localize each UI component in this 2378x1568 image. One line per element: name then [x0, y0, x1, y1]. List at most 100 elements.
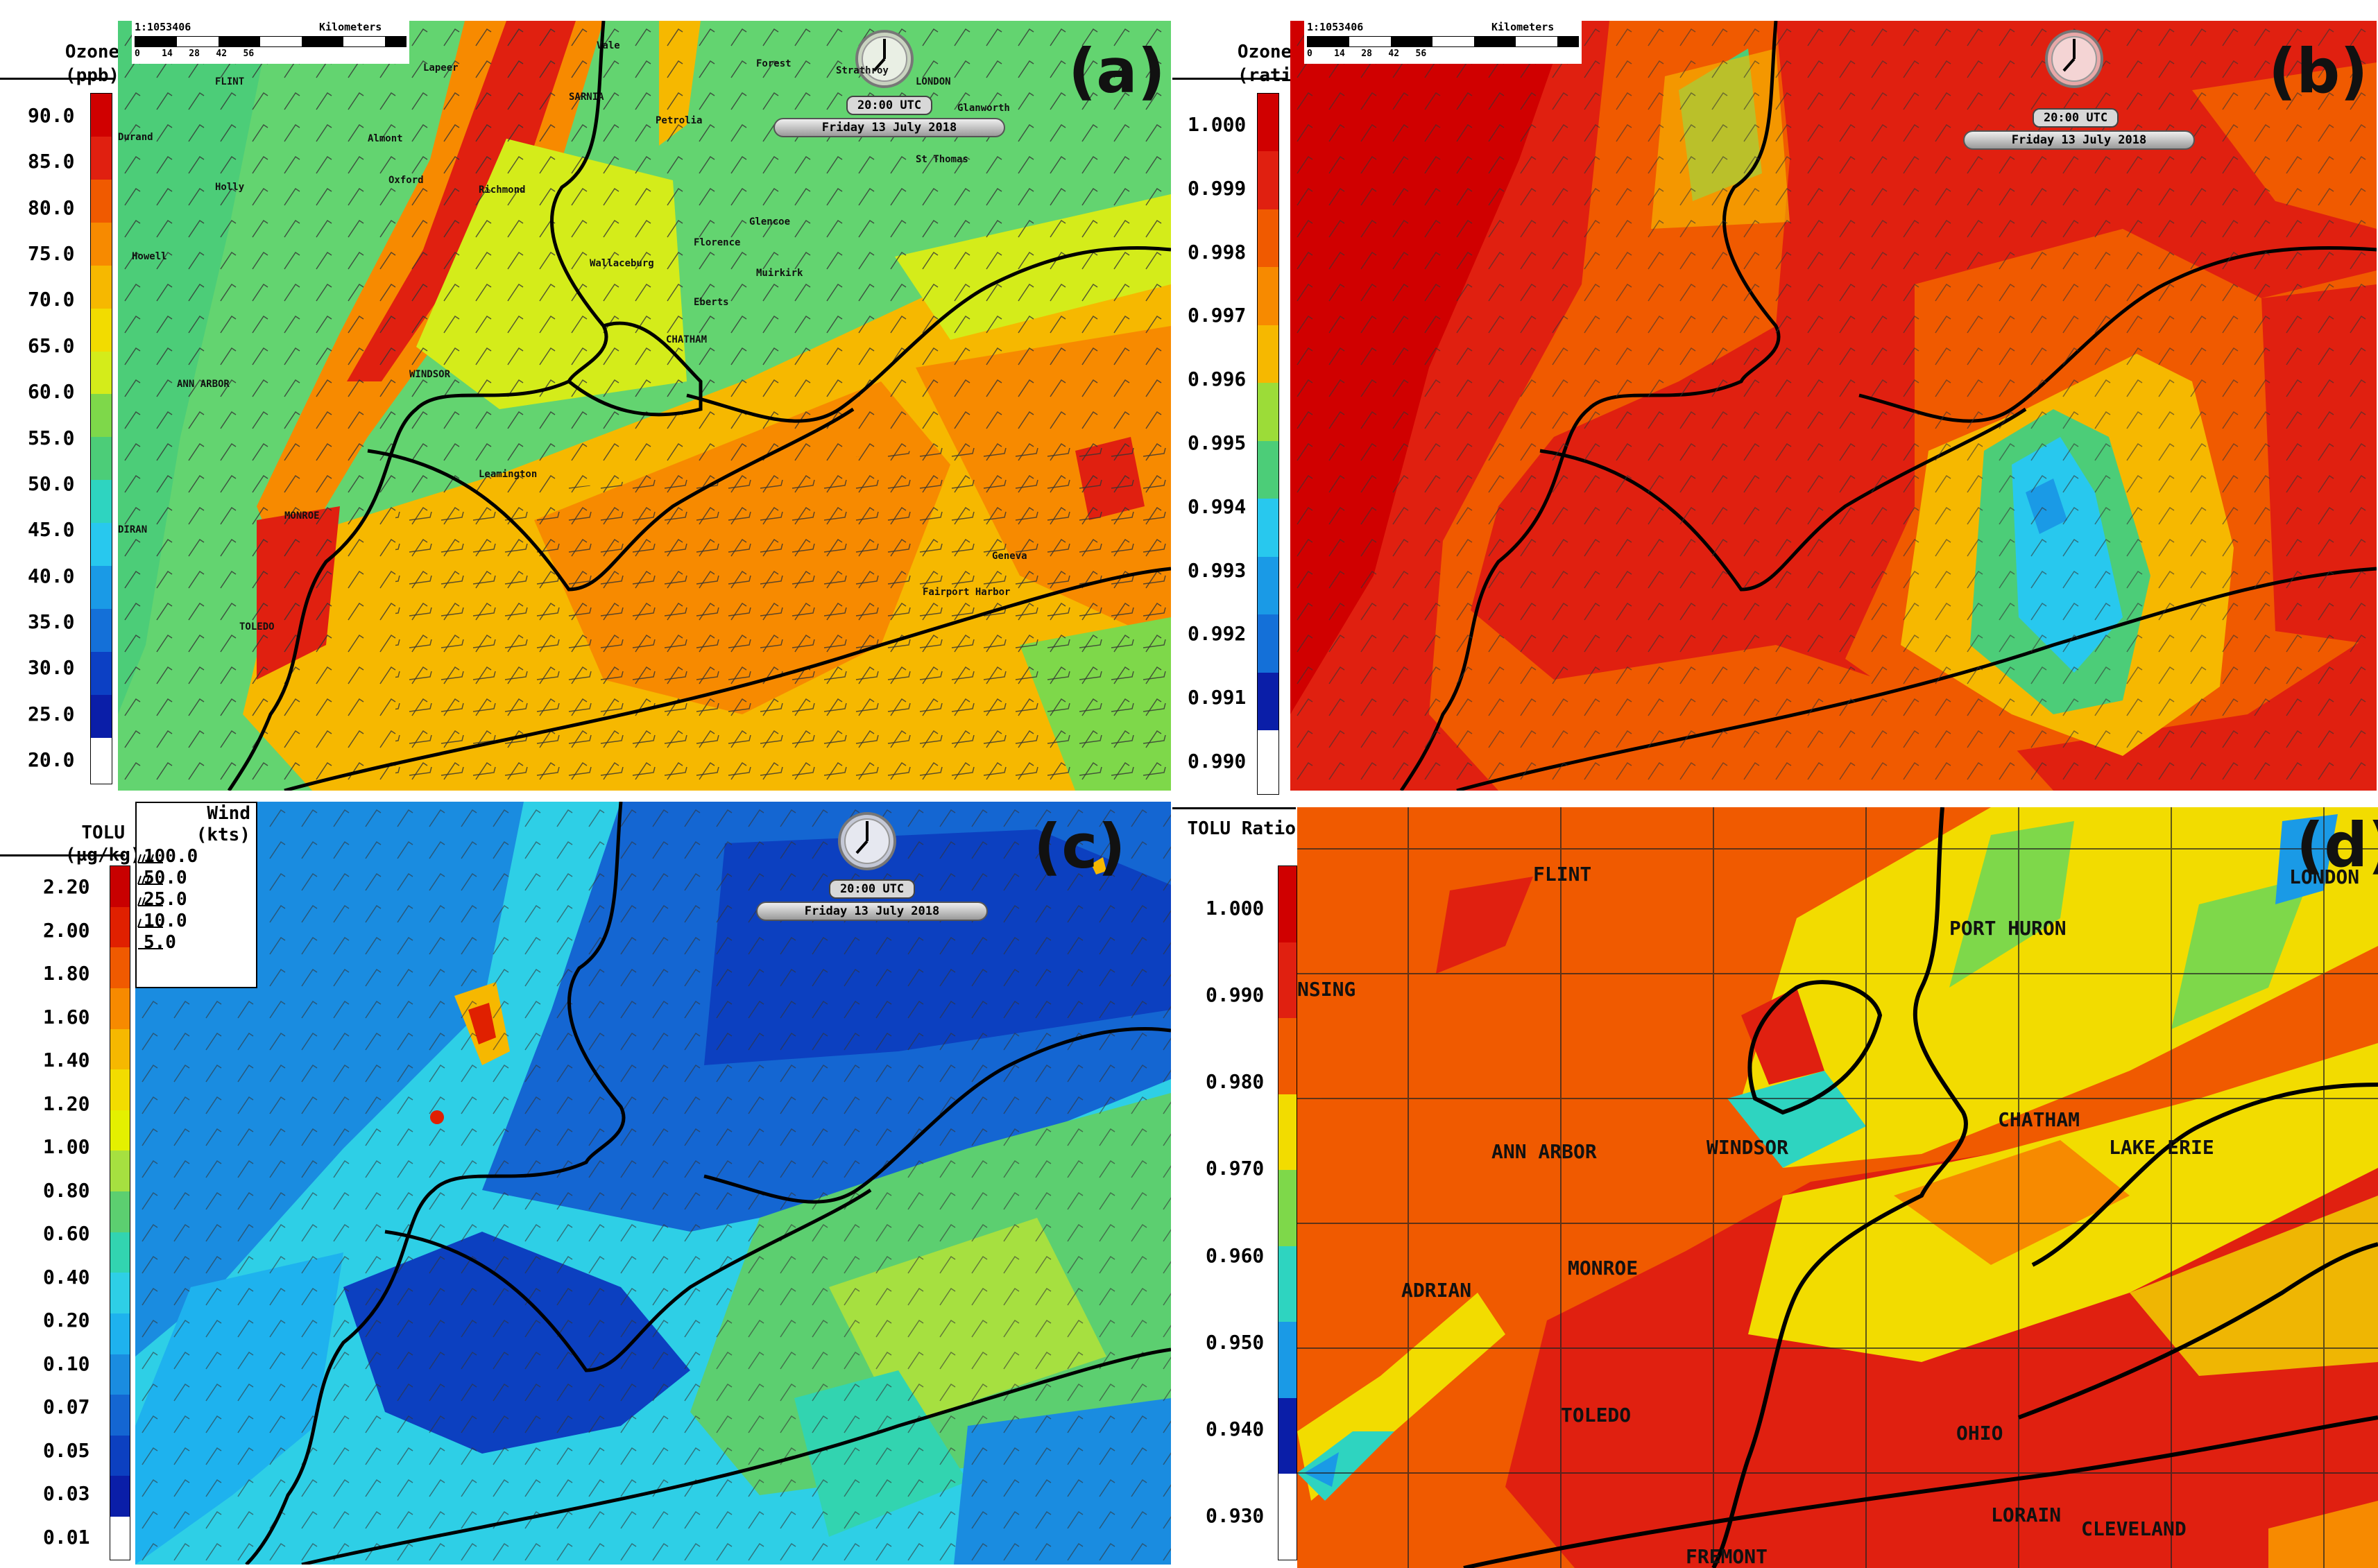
city-label: TOLEDO	[239, 621, 275, 632]
legend-title: TOLU	[81, 822, 125, 843]
colorbar-swatch	[110, 866, 130, 907]
city-label: ANN ARBOR	[1491, 1140, 1597, 1163]
panel-c: TOLU (µg/kg) 2.20 2.00 1.80 1.60 1.40 1.20 1.0…	[0, 796, 1172, 1568]
colorbar-tick-label: 30.0	[28, 656, 75, 680]
colorbar-swatch	[110, 1273, 130, 1313]
city-label: Almont	[368, 133, 403, 144]
city-label: Holly	[215, 182, 245, 193]
colorbar-tick-label: 85.0	[28, 150, 75, 173]
colorbar-tick-label: 0.940	[1206, 1417, 1265, 1440]
colorbar-swatch	[1258, 614, 1278, 673]
wind-barb-icon	[137, 897, 163, 906]
legend-divider	[0, 854, 125, 856]
colorbar-swatch	[1278, 1170, 1297, 1246]
clock-icon	[838, 812, 896, 870]
colorbar-tick-label: 1.00	[43, 1135, 90, 1159]
colorbar-tick-label: 0.20	[43, 1309, 90, 1332]
colorbar-tick-label: 0.03	[43, 1482, 90, 1506]
colorbar-tick-label: 55.0	[28, 426, 75, 449]
panel-label: (a)	[1068, 35, 1165, 107]
colorbar-swatch	[91, 351, 112, 395]
colorbar-swatch	[110, 1313, 130, 1354]
colorbar-tick-label: 0.996	[1188, 368, 1247, 391]
city-label: Geneva	[992, 551, 1027, 562]
ozone-legend: Ozone (ppb) 90.0 85.0 80.0 75.0 70.0 65.0 60.0…	[0, 0, 119, 791]
scale-bar-graphic	[1307, 36, 1579, 47]
colorbar-swatch	[1258, 267, 1278, 325]
panel-label: (d)	[2296, 809, 2378, 881]
colorbar	[90, 93, 112, 784]
colorbar-tick-label: 1.40	[43, 1049, 90, 1072]
colorbar-swatch	[110, 1354, 130, 1395]
colorbar-tick-label: 45.0	[28, 518, 75, 542]
time-badge: 20:00 UTC	[846, 96, 932, 115]
colorbar-swatch	[1278, 1322, 1297, 1398]
legend-divider	[1172, 807, 1296, 809]
colorbar-swatch	[1258, 499, 1278, 557]
date-badge: Friday 13 July 2018	[773, 118, 1005, 137]
colorbar-swatch	[110, 1232, 130, 1273]
colorbar-swatch	[110, 1028, 130, 1070]
panel-b: Ozone (ratio) 1.000 0.999 0.998 0.997 0.996 0…	[1172, 0, 2378, 795]
city-label: Fairport Harbor	[923, 587, 1011, 598]
colorbar-tick-label: 0.40	[43, 1265, 90, 1289]
map-d[interactable]: (d) FLINT PORT HURON LONDON NSING CHATHAM WIN…	[1297, 807, 2378, 1568]
city-label: FLINT	[1533, 863, 1592, 886]
city-label: PORT HURON	[1949, 917, 2067, 940]
colorbar-tick-label: 0.999	[1188, 176, 1247, 200]
colorbar-swatch	[91, 222, 112, 266]
ozone-ratio-field	[1290, 21, 2377, 791]
legend-divider	[0, 78, 114, 80]
city-label: St Thomas	[916, 154, 968, 165]
colorbar-swatch	[110, 1395, 130, 1436]
scale-ratio: 1:1053406	[1307, 21, 1364, 33]
colorbar-tick-label: 0.992	[1188, 622, 1247, 646]
colorbar-swatch	[91, 566, 112, 610]
wind-legend-row: 10.0	[137, 911, 256, 932]
colorbar-tick-label: 0.950	[1206, 1330, 1265, 1354]
colorbar-tick-label: 60.0	[28, 380, 75, 404]
tolu-ratio-field	[1297, 807, 2378, 1568]
colorbar-swatch	[1278, 1397, 1297, 1474]
city-label: FREMONT	[1686, 1545, 1768, 1568]
map-b[interactable]: 1:1053406 Kilometers 0 14 28 42 56 20:00…	[1290, 21, 2377, 791]
time-badge: 20:00 UTC	[829, 879, 915, 899]
colorbar-swatch	[1258, 151, 1278, 209]
city-label: Glencoe	[749, 216, 791, 227]
colorbar-tick-label: 1.000	[1206, 897, 1265, 920]
colorbar-tick-label: 1.000	[1188, 113, 1247, 136]
clock-icon	[855, 30, 914, 88]
date-badge: Friday 13 July 2018	[1963, 130, 2195, 150]
ozone-field	[118, 21, 1171, 791]
colorbar-swatch	[110, 1151, 130, 1191]
legend-title: TOLU Ratio	[1187, 818, 1296, 839]
city-label: Richmond	[479, 184, 526, 196]
wind-legend: Wind (kts) 100.0 50.0 25.0 10.0 5.0	[135, 802, 257, 988]
colorbar-swatch	[1258, 325, 1278, 384]
wind-barb-icon	[137, 875, 163, 885]
colorbar-swatch	[110, 1191, 130, 1232]
colorbar-swatch	[110, 1476, 130, 1517]
colorbar-swatch	[1258, 556, 1278, 615]
city-label: Muirkirk	[756, 268, 803, 279]
colorbar-tick-label: 0.970	[1206, 1157, 1265, 1180]
colorbar-tick-label: 75.0	[28, 242, 75, 266]
colorbar-swatch	[110, 1069, 130, 1110]
panel-a: Ozone (ppb) 90.0 85.0 80.0 75.0 70.0 65.0 60.0…	[0, 0, 1172, 791]
wind-legend-row: 5.0	[137, 932, 256, 954]
colorbar-swatch	[1278, 1018, 1297, 1094]
colorbar-tick-label: 0.990	[1188, 750, 1247, 773]
colorbar-swatch	[1278, 1094, 1297, 1170]
tolu-legend: TOLU (µg/kg) 2.20 2.00 1.80 1.60 1.40 1.20 1.0…	[0, 796, 142, 1568]
city-label: ADRIAN	[1401, 1279, 1472, 1302]
colorbar-swatch	[91, 437, 112, 481]
colorbar-tick-label: 0.10	[43, 1352, 90, 1375]
colorbar-tick-label: 50.0	[28, 472, 75, 495]
clock-icon	[2045, 30, 2103, 88]
city-label: SARNIA	[569, 92, 604, 103]
map-c[interactable]: Wind (kts) 100.0 50.0 25.0 10.0 5.0 20:00 UT…	[135, 802, 1171, 1565]
colorbar-swatch	[91, 136, 112, 180]
map-a[interactable]: 1:1053406 Kilometers 0 14 28 42 56 20:00…	[118, 21, 1171, 791]
city-label: WINDSOR	[409, 369, 451, 380]
colorbar-swatch	[91, 94, 112, 137]
